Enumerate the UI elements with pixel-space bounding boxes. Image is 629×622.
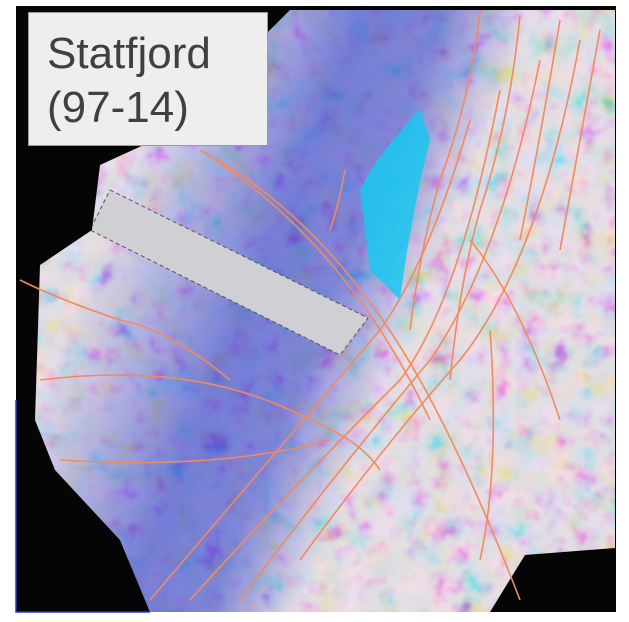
page: {"label": {"lines": ["Statfjord", "(97-1… [0, 0, 629, 622]
survey-label: Statfjord (97-14) [28, 12, 268, 146]
label-line: (97-14) [47, 81, 267, 135]
label-line: Statfjord [47, 27, 267, 81]
